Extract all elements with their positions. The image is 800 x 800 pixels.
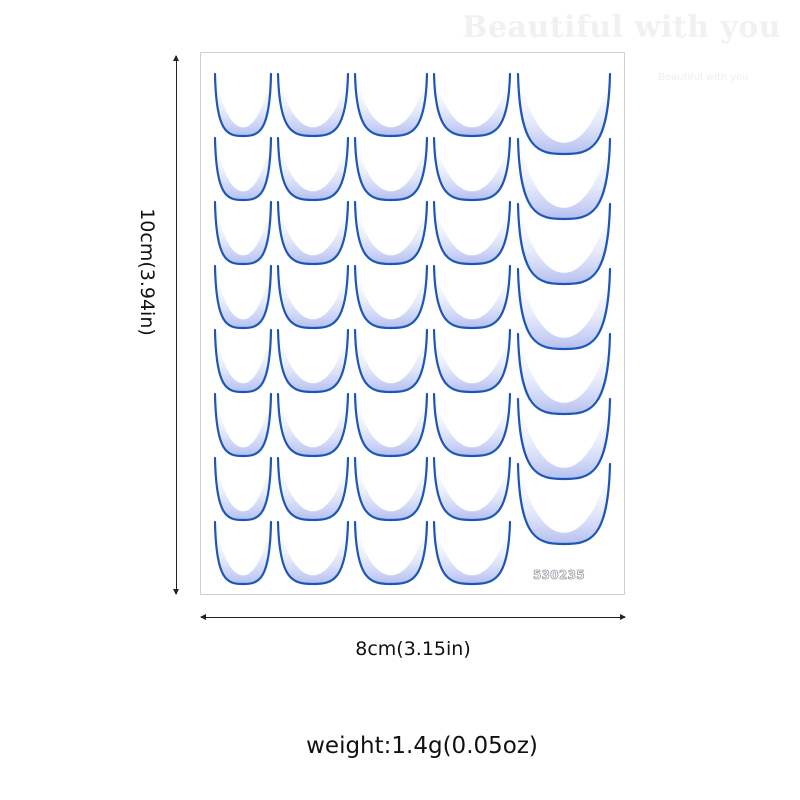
- french-tip-sticker-r5-c2: [276, 328, 350, 394]
- french-tip-sticker-r3-c1-fill: [215, 202, 271, 264]
- french-tip-sticker-r1-c5: [516, 72, 612, 156]
- french-tip-sticker-r4-c2-fill: [278, 266, 348, 328]
- french-tip-sticker-r2-c3-fill: [355, 138, 427, 200]
- height-dimension-arrow: [173, 55, 179, 595]
- french-tip-sticker-r5-c1: [213, 328, 273, 394]
- french-tip-sticker-r4-c5: [516, 267, 612, 351]
- product-code-label: 530235: [533, 568, 585, 583]
- french-tip-sticker-r5-c2-fill: [278, 330, 348, 392]
- french-tip-sticker-r5-c3-fill: [355, 330, 427, 392]
- french-tip-sticker-r2-c3: [353, 136, 429, 202]
- french-tip-sticker-r7-c4: [432, 456, 512, 522]
- french-tip-sticker-r2-c1-fill: [215, 138, 271, 200]
- french-tip-sticker-r3-c2: [276, 200, 350, 266]
- french-tip-sticker-r3-c3: [353, 200, 429, 266]
- french-tip-sticker-r7-c3: [353, 456, 429, 522]
- french-tip-sticker-r8-c4-fill: [434, 522, 510, 584]
- french-tip-sticker-r8-c1: [213, 520, 273, 586]
- french-tip-sticker-r4-c3: [353, 264, 429, 330]
- french-tip-sticker-r6-c5: [516, 397, 612, 481]
- french-tip-sticker-r2-c5-fill: [518, 139, 610, 219]
- french-tip-sticker-r5-c5-fill: [518, 334, 610, 414]
- french-tip-sticker-r8-c1-fill: [215, 522, 271, 584]
- french-tip-sticker-r6-c5-fill: [518, 399, 610, 479]
- french-tip-sticker-r8-c2-fill: [278, 522, 348, 584]
- french-tip-sticker-r7-c5-fill: [518, 464, 610, 544]
- french-tip-sticker-r1-c3-fill: [355, 74, 427, 136]
- french-tip-sticker-r5-c4: [432, 328, 512, 394]
- french-tip-sticker-r3-c4: [432, 200, 512, 266]
- french-tip-sticker-r1-c2: [276, 72, 350, 138]
- french-tip-sticker-r1-c5-fill: [518, 74, 610, 154]
- french-tip-sticker-r7-c1: [213, 456, 273, 522]
- french-tip-sticker-r1-c1: [213, 72, 273, 138]
- french-tip-sticker-r2-c1: [213, 136, 273, 202]
- french-tip-sticker-r3-c5: [516, 202, 612, 286]
- french-tip-sticker-r6-c3: [353, 392, 429, 458]
- french-tip-sticker-r6-c2-fill: [278, 394, 348, 456]
- height-dimension-label: 10cm(3.94in): [136, 208, 158, 336]
- french-tip-sticker-r8-c3: [353, 520, 429, 586]
- french-tip-sticker-r7-c5: [516, 462, 612, 546]
- french-tip-sticker-r2-c5: [516, 137, 612, 221]
- french-tip-sticker-r5-c4-fill: [434, 330, 510, 392]
- watermark-text-small: Beautiful with you: [658, 72, 749, 83]
- french-tip-sticker-r4-c5-fill: [518, 269, 610, 349]
- french-tip-sticker-r2-c2: [276, 136, 350, 202]
- french-tip-sticker-r4-c2: [276, 264, 350, 330]
- french-tip-sticker-r2-c4-fill: [434, 138, 510, 200]
- french-tip-sticker-r4-c4-fill: [434, 266, 510, 328]
- french-tip-sticker-r7-c2-fill: [278, 458, 348, 520]
- watermark-text-large: Beautiful with you: [462, 10, 782, 45]
- french-tip-sticker-r7-c1-fill: [215, 458, 271, 520]
- french-tip-sticker-r1-c1-fill: [215, 74, 271, 136]
- sticker-sheet: 530235: [200, 52, 625, 595]
- french-tip-sticker-r5-c3: [353, 328, 429, 394]
- french-tip-sticker-r1-c2-fill: [278, 74, 348, 136]
- width-dimension-label: 8cm(3.15in): [355, 638, 471, 660]
- french-tip-sticker-r4-c1-fill: [215, 266, 271, 328]
- french-tip-sticker-r3-c5-fill: [518, 204, 610, 284]
- french-tip-sticker-r4-c3-fill: [355, 266, 427, 328]
- french-tip-sticker-r3-c2-fill: [278, 202, 348, 264]
- french-tip-sticker-r2-c2-fill: [278, 138, 348, 200]
- french-tip-sticker-r6-c4-fill: [434, 394, 510, 456]
- french-tip-sticker-r3-c4-fill: [434, 202, 510, 264]
- french-tip-sticker-r5-c1-fill: [215, 330, 271, 392]
- french-tip-sticker-r6-c4: [432, 392, 512, 458]
- french-tip-sticker-r4-c1: [213, 264, 273, 330]
- french-tip-sticker-r6-c1: [213, 392, 273, 458]
- french-tip-sticker-r1-c3: [353, 72, 429, 138]
- french-tip-sticker-r7-c3-fill: [355, 458, 427, 520]
- french-tip-sticker-r8-c3-fill: [355, 522, 427, 584]
- french-tip-sticker-r1-c4: [432, 72, 512, 138]
- french-tip-sticker-r3-c3-fill: [355, 202, 427, 264]
- french-tip-sticker-r8-c2: [276, 520, 350, 586]
- french-tip-sticker-r7-c2: [276, 456, 350, 522]
- french-tip-sticker-r3-c1: [213, 200, 273, 266]
- french-tip-sticker-r1-c4-fill: [434, 74, 510, 136]
- french-tip-sticker-r5-c5: [516, 332, 612, 416]
- french-tip-sticker-r4-c4: [432, 264, 512, 330]
- french-tip-sticker-r6-c1-fill: [215, 394, 271, 456]
- french-tip-sticker-r6-c2: [276, 392, 350, 458]
- french-tip-sticker-r2-c4: [432, 136, 512, 202]
- french-tip-stickers: [213, 72, 612, 586]
- french-tip-sticker-r7-c4-fill: [434, 458, 510, 520]
- width-dimension-arrow: [200, 614, 626, 620]
- french-tip-sticker-r6-c3-fill: [355, 394, 427, 456]
- weight-label: weight:1.4g(0.05oz): [306, 733, 538, 759]
- french-tip-sticker-r8-c4: [432, 520, 512, 586]
